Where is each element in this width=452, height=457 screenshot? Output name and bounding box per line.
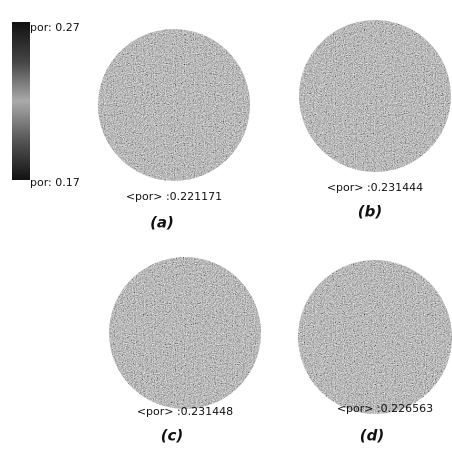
colorbar-max: por: 0.27 — [30, 21, 80, 34]
porosity-map — [109, 257, 261, 409]
colorbar-min: por: 0.17 — [30, 176, 80, 189]
caption: (a) — [150, 214, 174, 232]
caption: (b) — [358, 203, 382, 221]
figure: por: 0.27 por: 0.17 <por> :0.221171 (a) … — [0, 0, 452, 457]
mean-label: <por> :0.221171 — [126, 190, 222, 203]
mean-label: <por> :0.231448 — [137, 405, 233, 418]
colorbar — [12, 22, 30, 180]
porosity-map — [298, 260, 452, 414]
mean-label: <por> :0.231444 — [327, 181, 423, 194]
caption: (c) — [161, 427, 184, 445]
mean-label: <por> :0.226563 — [337, 402, 433, 415]
porosity-map — [98, 29, 250, 181]
caption: (d) — [360, 427, 384, 445]
porosity-map — [299, 20, 451, 172]
